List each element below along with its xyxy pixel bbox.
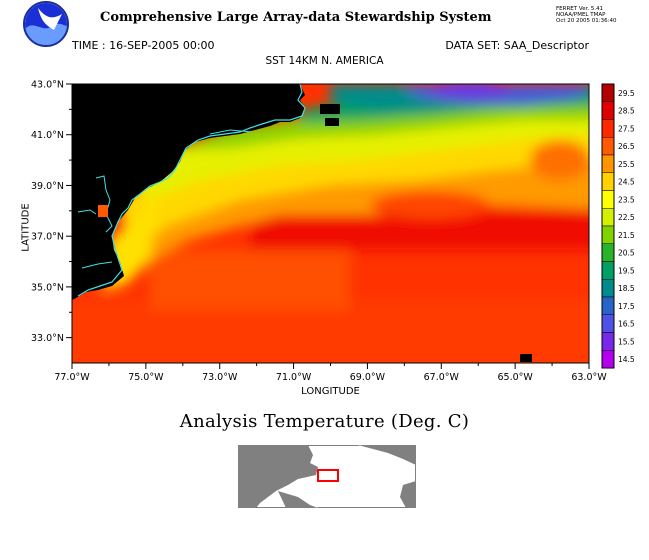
colorbar-label: 23.5 bbox=[618, 195, 635, 204]
colorbar-swatch bbox=[601, 172, 615, 191]
header-title: Comprehensive Large Array-data Stewardsh… bbox=[100, 10, 492, 25]
colorbar-swatch bbox=[601, 154, 615, 173]
y-tick-label: 39.0°N bbox=[31, 181, 64, 192]
x-tick-label: 63.0°W bbox=[571, 372, 607, 383]
colorbar-label: 20.5 bbox=[618, 249, 635, 258]
x-tick-label: 67.0°W bbox=[424, 372, 460, 383]
colorbar-swatch bbox=[601, 243, 615, 262]
colorbar-label: 15.5 bbox=[618, 337, 635, 346]
x-tick-label: 77.0°W bbox=[54, 372, 90, 383]
colorbar-swatch bbox=[601, 296, 615, 315]
colorbar-swatch bbox=[601, 314, 615, 333]
ferret-date: Oct 20 2005 01:36:40 bbox=[556, 18, 617, 24]
colorbar-swatch bbox=[601, 101, 615, 120]
colorbar-swatch bbox=[601, 350, 615, 369]
colorbar: 29.5 28.5 27.5 26.5 25.5 24.5 23.5 22.5 21.5 20.5… bbox=[601, 83, 635, 369]
x-tick-label: 75.0°W bbox=[128, 372, 164, 383]
ferret-org: NOAA/PMEL TMAP bbox=[556, 12, 606, 18]
sst-map: 77.0°W 75.0°W 73.0°W 71.0°W 69.0°W 67.0°W 65.0… bbox=[31, 80, 635, 398]
colorbar-label: 24.5 bbox=[618, 178, 635, 187]
colorbar-label: 28.5 bbox=[618, 107, 635, 116]
x-tick-label: 69.0°W bbox=[350, 372, 386, 383]
plot-title: SST 14KM N. AMERICA bbox=[265, 55, 384, 67]
colorbar-frame bbox=[601, 83, 615, 369]
dataset-label: DATA SET: SAA_Descriptor bbox=[445, 39, 589, 52]
colorbar-label: 26.5 bbox=[618, 142, 635, 151]
colorbar-swatch bbox=[601, 279, 615, 298]
locator-box bbox=[317, 469, 339, 482]
colorbar-swatch bbox=[601, 208, 615, 227]
noaa-logo bbox=[23, 1, 69, 47]
colorbar-swatch bbox=[601, 225, 615, 244]
colorbar-label: 14.5 bbox=[618, 355, 635, 364]
colorbar-label: 22.5 bbox=[618, 213, 635, 222]
analysis-title: Analysis Temperature (Deg. C) bbox=[179, 411, 470, 432]
ferret-version: FERRET Ver. 5.41 bbox=[556, 6, 604, 12]
colorbar-label: 27.5 bbox=[618, 124, 635, 133]
sst-field bbox=[72, 84, 589, 363]
y-tick-label: 43.0°N bbox=[31, 80, 64, 91]
x-tick-label: 73.0°W bbox=[202, 372, 238, 383]
land-mass bbox=[72, 84, 305, 300]
colorbar-label: 19.5 bbox=[618, 266, 635, 275]
x-tick-label: 71.0°W bbox=[276, 372, 312, 383]
axis-ticks: 77.0°W 75.0°W 73.0°W 71.0°W 69.0°W 67.0°W 65.0… bbox=[31, 80, 607, 398]
colorbar-label: 18.5 bbox=[618, 284, 635, 293]
land-fragment bbox=[325, 118, 339, 126]
y-tick-label: 35.0°N bbox=[31, 282, 64, 293]
colorbar-swatch bbox=[601, 137, 615, 156]
time-label: TIME : 16-SEP-2005 00:00 bbox=[72, 39, 215, 52]
y-tick-label: 41.0°N bbox=[31, 130, 64, 141]
y-tick-label: 37.0°N bbox=[31, 232, 64, 243]
colorbar-swatch bbox=[601, 119, 615, 138]
colorbar-label: 25.5 bbox=[618, 160, 635, 169]
colorbar-swatch bbox=[601, 190, 615, 209]
colorbar-swatch bbox=[601, 83, 615, 102]
land-fragment bbox=[320, 104, 340, 114]
y-axis-label: LATITUDE bbox=[20, 203, 32, 252]
colorbar-label: 29.5 bbox=[618, 89, 635, 98]
colorbar-label: 17.5 bbox=[618, 302, 635, 311]
x-tick-label: 65.0°W bbox=[497, 372, 533, 383]
coastline bbox=[77, 84, 306, 297]
x-axis-label: LONGITUDE bbox=[301, 386, 360, 397]
colorbar-label: 16.5 bbox=[618, 320, 635, 329]
locator-map bbox=[238, 445, 416, 508]
y-tick-label: 33.0°N bbox=[31, 333, 64, 344]
colorbar-swatch bbox=[601, 332, 615, 351]
ferret-version-info: FERRET Ver. 5.41 NOAA/PMEL TMAP Oct 20 2… bbox=[556, 6, 616, 24]
colorbar-swatch bbox=[601, 261, 615, 280]
colorbar-label: 21.5 bbox=[618, 231, 635, 240]
